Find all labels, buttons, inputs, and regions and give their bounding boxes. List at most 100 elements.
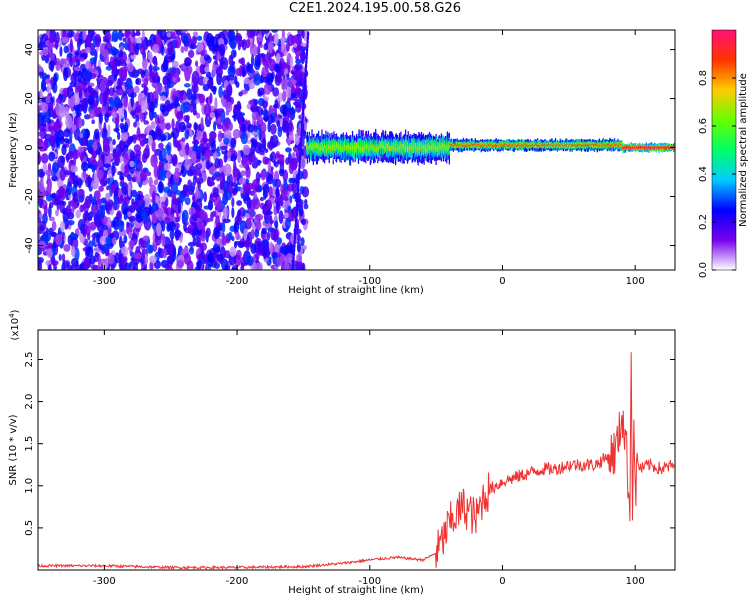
heat-cell xyxy=(384,147,386,153)
heat-cell xyxy=(339,138,342,152)
heat-cell xyxy=(420,141,422,150)
heat-cell xyxy=(376,145,378,152)
heat-cell xyxy=(330,140,332,153)
heat-cell xyxy=(471,144,473,148)
heat-cell xyxy=(206,217,211,223)
heat-cell xyxy=(646,147,648,149)
heat-cell xyxy=(641,146,643,150)
heat-cell xyxy=(267,114,274,125)
heat-cell xyxy=(257,87,265,96)
heat-cell xyxy=(639,146,642,149)
heat-cell xyxy=(663,146,665,149)
heat-cell xyxy=(477,143,479,148)
heat-cell xyxy=(557,144,559,146)
heat-cell xyxy=(160,233,166,247)
heat-cell xyxy=(140,240,148,249)
heat-cell xyxy=(661,146,663,149)
heat-cell xyxy=(322,142,324,147)
heat-cell xyxy=(254,228,260,238)
heat-cell xyxy=(260,52,265,59)
heat-cell xyxy=(166,32,172,38)
heat-cell xyxy=(241,156,250,169)
heat-cell xyxy=(407,146,409,152)
heat-cell xyxy=(310,142,312,147)
heat-cell xyxy=(540,142,542,148)
heat-cell xyxy=(574,144,577,146)
heat-cell xyxy=(367,144,370,149)
heat-cell xyxy=(119,263,124,270)
heat-cell xyxy=(572,144,574,149)
heat-cell xyxy=(326,144,328,154)
heat-cell xyxy=(83,114,91,120)
heat-cell xyxy=(494,145,496,147)
heat-cell xyxy=(272,229,279,243)
heat-cell xyxy=(409,143,411,157)
heat-cell xyxy=(52,162,59,173)
heat-cell xyxy=(411,146,413,151)
heat-cell xyxy=(228,54,234,66)
heat-cell xyxy=(357,141,360,148)
heat-cell xyxy=(588,143,590,146)
heat-cell xyxy=(469,142,472,147)
heat-cell xyxy=(591,143,593,145)
heat-cell xyxy=(308,145,310,150)
heat-cell xyxy=(256,45,261,56)
heat-cell xyxy=(450,144,452,146)
heat-cell xyxy=(147,51,153,61)
heat-cell xyxy=(57,155,65,169)
heat-cell xyxy=(209,131,217,140)
x-tick-label: 0 xyxy=(499,576,505,587)
heat-cell xyxy=(328,144,330,149)
heat-cell xyxy=(357,143,359,150)
heat-cell xyxy=(514,143,516,146)
heat-cell xyxy=(389,146,391,151)
heat-cell xyxy=(176,260,185,269)
heat-cell xyxy=(647,146,650,150)
heat-cell xyxy=(263,188,267,201)
heat-cell xyxy=(515,144,518,147)
heat-cell xyxy=(331,142,334,149)
heat-cell xyxy=(379,146,381,151)
heat-cell xyxy=(358,146,360,153)
heat-cell xyxy=(109,97,114,109)
heat-cell xyxy=(541,144,543,147)
heat-cell xyxy=(284,212,289,219)
heat-cell xyxy=(371,140,373,149)
heat-cell xyxy=(631,147,633,149)
heat-cell xyxy=(119,49,124,58)
heat-cell xyxy=(620,142,622,146)
heat-cell xyxy=(209,92,213,104)
heat-cell xyxy=(288,177,294,184)
heat-cell xyxy=(418,147,420,154)
heat-cell xyxy=(462,144,464,147)
heat-cell xyxy=(140,211,147,220)
heat-cell xyxy=(165,72,169,79)
heat-cell xyxy=(406,146,409,153)
heat-cell xyxy=(527,144,529,147)
heat-cell xyxy=(51,220,57,231)
heat-cell xyxy=(360,144,362,151)
heat-cell xyxy=(72,191,79,203)
heat-cell xyxy=(399,146,401,153)
heat-cell xyxy=(533,145,535,147)
heat-cell xyxy=(617,144,620,147)
heat-cell xyxy=(38,138,44,151)
heat-cell xyxy=(45,169,54,176)
heat-cell xyxy=(337,142,340,149)
heat-cell xyxy=(204,149,211,161)
heat-cell xyxy=(329,146,332,151)
heat-cell xyxy=(621,144,623,146)
heat-cell xyxy=(42,48,49,56)
heat-cell xyxy=(225,84,233,95)
heat-cell xyxy=(108,87,115,97)
heat-cell xyxy=(563,143,565,148)
heat-cell xyxy=(633,147,635,149)
heat-cell xyxy=(453,145,455,148)
heat-cell xyxy=(374,145,376,152)
heat-cell xyxy=(270,151,277,163)
y-tick-label: 1.5 xyxy=(24,436,35,452)
heat-cell xyxy=(402,143,405,155)
heat-cell xyxy=(50,103,54,117)
heat-cell xyxy=(287,86,291,99)
